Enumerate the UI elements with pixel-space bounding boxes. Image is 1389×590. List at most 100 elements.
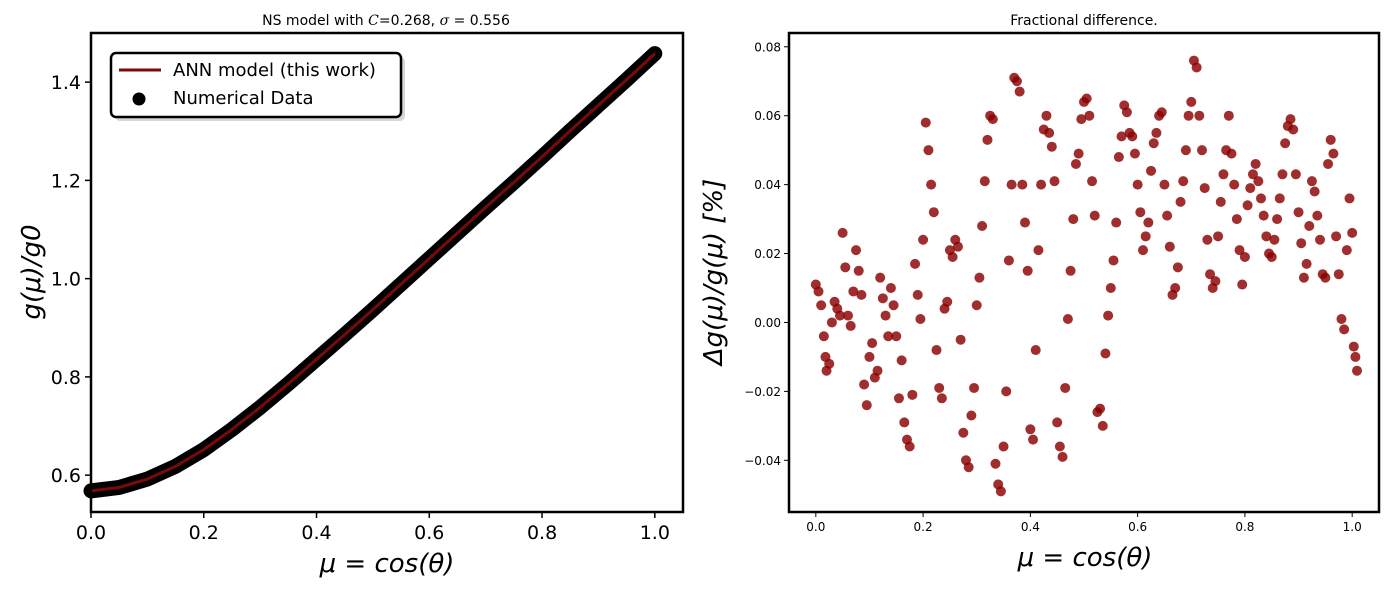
fractional-difference-point: [1170, 283, 1181, 294]
fractional-difference-point: [1041, 110, 1052, 121]
left-y-tick-label: 0.8: [51, 367, 81, 389]
fractional-difference-point: [1290, 169, 1301, 180]
fractional-difference-point: [885, 283, 896, 294]
fractional-difference-point: [1186, 96, 1197, 107]
fractional-difference-point: [1261, 231, 1272, 242]
fractional-difference-point: [856, 289, 867, 300]
fractional-difference-point: [1296, 238, 1307, 249]
right-chart-title: Fractional difference.: [1010, 13, 1158, 29]
fractional-difference-point: [958, 427, 969, 438]
fractional-difference-point: [995, 486, 1006, 497]
left-y-tick-label: 0.6: [51, 465, 81, 487]
fractional-difference-point: [1350, 351, 1361, 362]
right-x-tick-label: 0.4: [1021, 520, 1040, 534]
fractional-difference-point: [1258, 210, 1269, 221]
fractional-difference-point: [1108, 255, 1119, 266]
right-x-tick-label: 1.0: [1343, 520, 1362, 534]
fractional-difference-point: [979, 176, 990, 187]
fractional-difference-point: [1309, 186, 1320, 197]
fractional-difference-point: [824, 358, 835, 369]
fractional-difference-point: [1001, 386, 1012, 397]
left-x-tick-label: 0.2: [189, 522, 219, 544]
left-plot-frame: [89, 31, 685, 514]
fractional-difference-point: [1199, 183, 1210, 194]
fractional-difference-point: [1146, 165, 1157, 176]
fractional-difference-point: [1129, 148, 1140, 159]
fractional-difference-point: [915, 314, 926, 325]
fractional-difference-point: [1070, 158, 1081, 169]
fractional-difference-point: [1103, 310, 1114, 321]
fractional-difference-point: [893, 393, 904, 404]
fractional-difference-point: [1328, 148, 1339, 159]
left-title-sigma-value: = 0.556: [449, 13, 510, 29]
left-x-tick-label: 1.0: [640, 522, 670, 544]
left-y-tick-label: 1.4: [51, 72, 81, 94]
right-y-tick-label: 0.06: [754, 109, 781, 123]
fractional-difference-point: [1229, 179, 1240, 190]
fractional-difference-point: [1028, 434, 1039, 445]
left-axis-ticks: 0.0 0.2 0.4 0.6 0.8 1.0 0.6 0.8 1.0 1.2 1.4: [51, 72, 670, 544]
fractional-difference-point: [1033, 245, 1044, 256]
fractional-difference-point: [1044, 127, 1055, 138]
fractional-difference-point: [840, 262, 851, 273]
right-plot-marks: [810, 55, 1363, 497]
fractional-difference-point: [1183, 110, 1194, 121]
fractional-difference-point: [1162, 210, 1173, 221]
left-title-prefix: NS model with: [262, 13, 368, 29]
fractional-difference-point: [987, 114, 998, 125]
fractional-difference-point: [834, 310, 845, 321]
right-chart: Fractional difference. 0.0 0.2 0.4 0.6 0.8 1.…: [699, 13, 1381, 573]
fractional-difference-point: [928, 207, 939, 218]
fractional-difference-point: [843, 310, 853, 321]
fractional-difference-point: [1272, 214, 1283, 225]
fractional-difference-point: [1347, 227, 1358, 238]
fractional-difference-point: [1194, 110, 1205, 121]
fractional-difference-point: [1339, 324, 1350, 335]
left-x-tick-label: 0.6: [414, 522, 444, 544]
fractional-difference-point: [912, 289, 923, 300]
fractional-difference-point: [1060, 382, 1071, 393]
fractional-difference-point: [1352, 365, 1363, 376]
fractional-difference-point: [1218, 169, 1229, 180]
fractional-difference-point: [1116, 131, 1127, 142]
fractional-difference-point: [848, 286, 859, 297]
fractional-difference-point: [1036, 179, 1047, 190]
fractional-difference-point: [1344, 193, 1355, 204]
fractional-difference-point: [1135, 207, 1146, 218]
ann-model-line: [90, 52, 656, 493]
left-title-c-value: =0.268,: [379, 13, 440, 29]
fractional-difference-point: [1242, 200, 1253, 211]
fractional-difference-point: [1105, 283, 1116, 294]
fractional-difference-point: [1052, 417, 1063, 428]
right-axis-ticks: 0.0 0.2 0.4 0.6 0.8 1.0 −0.04 −0.02 0.00 0.02 0.04…: [744, 40, 1362, 534]
right-x-tick-label: 0.8: [1235, 520, 1254, 534]
fractional-difference-point: [1213, 231, 1224, 242]
fractional-difference-point: [1081, 93, 1092, 104]
right-y-tick-label: −0.02: [744, 385, 781, 399]
fractional-difference-point: [859, 379, 870, 390]
fractional-difference-point: [1148, 138, 1159, 149]
fractional-difference-point: [1277, 169, 1288, 180]
left-plot-marks: [83, 46, 663, 499]
fractional-difference-point: [1089, 210, 1100, 221]
fractional-difference-point: [1084, 110, 1095, 121]
fractional-difference-point: [918, 234, 929, 245]
fractional-difference-point: [936, 393, 947, 404]
fractional-difference-point: [1285, 114, 1296, 125]
fractional-difference-point: [971, 300, 982, 311]
fractional-difference-point: [1253, 176, 1264, 187]
fractional-difference-point: [899, 417, 910, 428]
fractional-difference-point: [952, 241, 963, 252]
fractional-difference-point: [1293, 207, 1304, 218]
fractional-difference-point: [1062, 314, 1073, 325]
fractional-difference-point: [1312, 210, 1323, 221]
fractional-difference-point: [1073, 148, 1084, 159]
left-chart: NS model with C=0.268, σ = 0.556 0.0 0.2 0…: [17, 13, 685, 579]
fractional-difference-point: [883, 331, 894, 342]
fractional-difference-point: [1298, 272, 1309, 283]
fractional-difference-point: [1140, 231, 1151, 242]
fractional-difference-point: [1068, 214, 1079, 225]
right-x-tick-label: 0.2: [914, 520, 933, 534]
fractional-difference-point: [910, 258, 921, 269]
left-x-tick-label: 0.4: [301, 522, 331, 544]
